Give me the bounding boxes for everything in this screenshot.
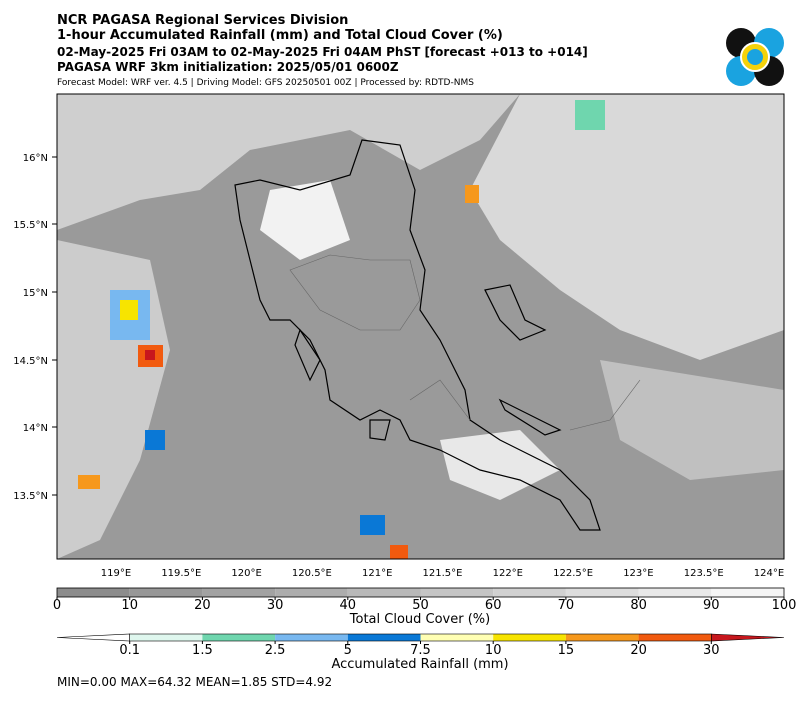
lon-label: 123.5°E [684, 568, 724, 579]
map [56, 93, 785, 560]
cloud-tick-label: 80 [630, 598, 647, 613]
model-info: Forecast Model: WRF ver. 4.5 | Driving M… [57, 78, 474, 88]
rain-extend-low [56, 633, 130, 642]
rain-colorbar: 0.1 1.5 2.5 5 7.5 10 15 20 30 [56, 633, 785, 658]
lon-label: 119°E [101, 568, 131, 579]
rain-tick-label: 20 [630, 643, 647, 658]
lat-label: 15°N [23, 288, 48, 299]
rain-tick-label: 7.5 [410, 643, 431, 658]
stats: MIN=0.00 MAX=64.32 MEAN=1.85 STD=4.92 [57, 675, 332, 689]
lon-label: 120.5°E [292, 568, 332, 579]
cloud-segment [420, 588, 494, 597]
lon-label: 121.5°E [423, 568, 463, 579]
borders [289, 254, 641, 431]
init-time: PAGASA WRF 3km initialization: 2025/05/0… [57, 60, 399, 74]
rain-tick-label: 5 [344, 643, 352, 658]
rain-segment [420, 634, 494, 641]
cloud-colorbar: 0 10 20 30 40 50 60 70 80 90 100 [53, 587, 797, 613]
lat-label: 14°N [23, 423, 48, 434]
cloud-segment [711, 588, 784, 597]
rain-segment [638, 634, 712, 641]
cloud-tick-label: 50 [412, 598, 429, 613]
subtitle: 1-hour Accumulated Rainfall (mm) and Tot… [57, 28, 503, 43]
rain-tick-label: 10 [485, 643, 502, 658]
valid-time: 02-May-2025 Fri 03AM to 02-May-2025 Fri … [57, 45, 588, 59]
cloud-segment [129, 588, 203, 597]
title: NCR PAGASA Regional Services Division [57, 13, 348, 28]
lat-label: 14.5°N [13, 356, 48, 367]
cloud-tick-label: 60 [485, 598, 502, 613]
lon-label: 123°E [623, 568, 653, 579]
cloud-segment [275, 588, 348, 597]
cloud-segment [565, 588, 639, 597]
rain-segment [129, 634, 203, 641]
map-frame [56, 93, 785, 560]
lon-label: 120°E [231, 568, 261, 579]
cloud-tick-label: 20 [194, 598, 211, 613]
cloud-tick-label: 100 [772, 598, 797, 613]
logo [726, 28, 784, 86]
lat-label: 16°N [23, 153, 48, 164]
rain-tick-label: 2.5 [265, 643, 286, 658]
rain-cells [78, 100, 605, 559]
rain-segment [347, 634, 421, 641]
cloud-segment [638, 588, 712, 597]
rain-extend-high [711, 633, 785, 642]
rain-segment [493, 634, 566, 641]
coastline [234, 139, 601, 531]
lon-label: 122.5°E [553, 568, 593, 579]
cloud-segment [202, 588, 276, 597]
lon-label: 124°E [754, 568, 784, 579]
lat-label: 13.5°N [13, 491, 48, 502]
rain-label: Accumulated Rainfall (mm) [331, 657, 508, 672]
rain-segment [202, 634, 276, 641]
rain-tick-label: 0.1 [119, 643, 140, 658]
rain-tick-label: 15 [558, 643, 575, 658]
rain-tick-label: 30 [703, 643, 720, 658]
lat-label: 15.5°N [13, 220, 48, 231]
lon-label: 119.5°E [161, 568, 201, 579]
cloud-tick-label: 30 [267, 598, 284, 613]
cloud-tick-label: 90 [703, 598, 720, 613]
cloud-segment [493, 588, 566, 597]
rain-segment [565, 634, 639, 641]
rain-tick-label: 1.5 [192, 643, 213, 658]
cloud-tick-label: 40 [340, 598, 357, 613]
cloud-tick-label: 70 [558, 598, 575, 613]
cloud-segment [347, 588, 421, 597]
cloud-label: Total Cloud Cover (%) [349, 612, 490, 627]
lon-label: 121°E [362, 568, 392, 579]
cloud-tick-label: 10 [121, 598, 138, 613]
lon-label: 122°E [493, 568, 523, 579]
cloud-segment [57, 588, 130, 597]
cloud-tick-label: 0 [53, 598, 61, 613]
rain-segment [275, 634, 348, 641]
